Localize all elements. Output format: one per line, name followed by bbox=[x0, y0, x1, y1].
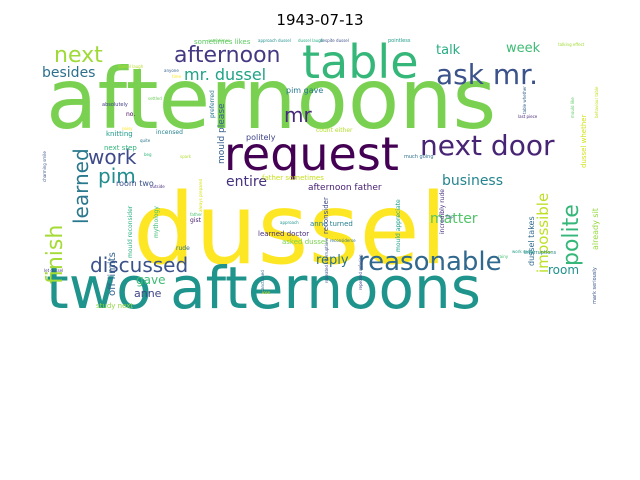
cloud-word: dussel takes bbox=[527, 216, 536, 266]
cloud-word: gave bbox=[136, 273, 165, 287]
cloud-word: lose bbox=[262, 290, 271, 295]
cloud-word: anne bbox=[134, 287, 162, 300]
cloud-word: matter bbox=[430, 211, 478, 227]
cloud-word: mould please bbox=[217, 103, 227, 164]
cloud-word: afternoon bbox=[174, 43, 280, 68]
cloud-word: mould reconsider bbox=[127, 205, 134, 258]
cloud-word: beg bbox=[144, 152, 152, 157]
cloud-word: next bbox=[54, 43, 103, 68]
cloud-word: anyone bbox=[164, 68, 179, 73]
cloud-word: entire bbox=[226, 174, 267, 190]
cloud-word: table bbox=[302, 38, 419, 89]
cloud-word: spark bbox=[180, 154, 192, 159]
cloud-word: mark seriously bbox=[592, 267, 598, 304]
cloud-word: business bbox=[442, 173, 503, 189]
cloud-word: approach dussel bbox=[258, 38, 291, 43]
cloud-word: mythology bbox=[153, 206, 160, 238]
cloud-word: count either bbox=[316, 127, 353, 134]
cloud-word: learned doctor bbox=[258, 230, 309, 238]
cloud-word: pim gave bbox=[286, 86, 323, 95]
cloud-word: week bbox=[506, 41, 541, 56]
cloud-word: repeated interruptions bbox=[324, 238, 329, 283]
cloud-word: pim bbox=[98, 164, 136, 188]
cloud-word: gist bbox=[190, 217, 202, 224]
cloud-word: already sit bbox=[591, 208, 600, 250]
cloud-word: sometimes likes bbox=[194, 38, 251, 46]
cloud-word: father sometimes bbox=[262, 174, 324, 182]
cloud-word: dussel whether bbox=[580, 114, 588, 168]
cloud-word: reply bbox=[316, 253, 349, 268]
cloud-word: let dussel bbox=[44, 268, 63, 273]
cloud-word: interruptions bbox=[524, 250, 557, 256]
cloud-word: much going bbox=[404, 154, 434, 160]
cloud-word: table whether bbox=[522, 86, 527, 114]
cloud-word: mould appreciate bbox=[395, 199, 402, 252]
cloud-word: repeated refusing bbox=[358, 254, 363, 290]
cloud-word: preferred bbox=[209, 90, 216, 118]
cloud-word: polite bbox=[559, 204, 584, 266]
cloud-word: ask mr. bbox=[436, 58, 538, 91]
cloud-word: request bbox=[224, 127, 399, 181]
cloud-word: last piece bbox=[518, 114, 538, 119]
cloud-word: incensed bbox=[156, 129, 183, 136]
cloud-word: afternoon father bbox=[308, 183, 382, 193]
cloud-word: time bbox=[172, 74, 182, 79]
cloud-word: besides bbox=[42, 65, 95, 81]
cloud-word: rainy bbox=[498, 254, 509, 259]
cloud-word: talk bbox=[436, 43, 461, 58]
cloud-word: dussel laugh bbox=[298, 38, 324, 43]
cloud-word: absolutely bbox=[102, 102, 128, 108]
cloud-word: incredibly rude bbox=[439, 189, 446, 234]
cloud-word: reasonable bbox=[358, 247, 502, 277]
cloud-word: study next bbox=[96, 302, 133, 310]
cloud-word: two afternoons bbox=[46, 254, 481, 314]
cloud-word: pointless bbox=[388, 38, 411, 44]
cloud-word: father bbox=[190, 212, 202, 217]
cloud-word: mr bbox=[284, 103, 312, 127]
cloud-word: mould like bbox=[570, 97, 575, 118]
cloud-word: politely bbox=[246, 133, 276, 142]
cloud-word: always prepared bbox=[198, 178, 203, 212]
cloud-word: noisy bbox=[122, 126, 133, 131]
cloud-word: reconsider bbox=[322, 197, 330, 234]
cloud-word: knitting bbox=[106, 130, 133, 138]
cloud-word: no. bbox=[126, 111, 135, 118]
cloud-word: dussel laugh bbox=[118, 64, 144, 69]
cloud-word: rude bbox=[176, 245, 190, 252]
page-title: 1943-07-13 bbox=[276, 11, 364, 29]
cloud-word: discussed bbox=[90, 253, 188, 277]
cloud-word: asked dussel bbox=[282, 238, 327, 246]
cloud-word: approach bbox=[280, 220, 299, 225]
cloud-word: impossible bbox=[534, 193, 552, 273]
cloud-word: room two bbox=[116, 179, 154, 188]
cloud-word: behaviour table bbox=[594, 86, 599, 118]
cloud-word: finish bbox=[43, 225, 68, 284]
cloud-word: talking effect bbox=[558, 42, 585, 47]
cloud-word: next door bbox=[420, 129, 555, 162]
cloud-word: quite bbox=[140, 138, 151, 143]
cloud-word: outside bbox=[150, 184, 165, 189]
cloud-word: charming smile bbox=[42, 151, 47, 182]
cloud-word: afternoons bbox=[46, 50, 496, 148]
cloud-word: mr. dussel bbox=[184, 65, 266, 84]
cloud-word: reconsiderse bbox=[330, 238, 356, 243]
cloud-word: settled bbox=[148, 96, 162, 101]
cloud-word: flap bbox=[446, 214, 454, 219]
cloud-word: room bbox=[548, 263, 579, 277]
cloud-word: despite dussel bbox=[320, 38, 349, 43]
cloud-word: work space bbox=[512, 249, 535, 254]
cloud-word: anne turned bbox=[310, 220, 353, 228]
cloud-word: sometimes bbox=[208, 38, 230, 43]
cloud-word: dussel bbox=[133, 173, 447, 287]
cloud-word: sanctioned bbox=[260, 270, 265, 292]
cloud-word: off-limits bbox=[107, 252, 118, 296]
cloud-word: learned bbox=[69, 148, 93, 224]
cloud-word: next step bbox=[104, 144, 137, 152]
cloud-word: work bbox=[88, 145, 137, 169]
